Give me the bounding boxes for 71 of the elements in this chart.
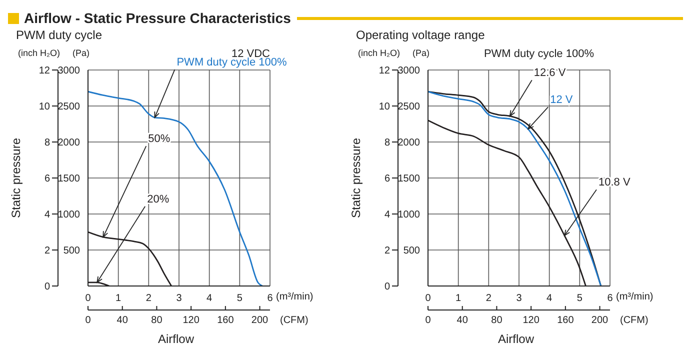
y-tick-label: 8 <box>384 138 390 149</box>
text: 12 V <box>550 94 574 106</box>
y2-tick-label: 2500 <box>398 102 420 113</box>
y-tick-label: 8 <box>44 138 50 149</box>
x2-tick-label: 0 <box>85 315 92 326</box>
y2-axis-title: (Pa) <box>412 48 430 58</box>
x2-tick-label: 200 <box>591 315 609 326</box>
y2-tick-label: 1000 <box>58 210 80 221</box>
x-tick-label: 4 <box>206 293 213 304</box>
y2-tick-label: 3000 <box>398 66 420 77</box>
x2-tick-label: 120 <box>182 315 200 326</box>
x-tick-label: 5 <box>576 293 583 304</box>
x2-axis-title: (CFM) <box>620 315 648 326</box>
y-tick-label: 12 <box>38 66 50 77</box>
y-tick-label: 12 <box>378 66 390 77</box>
y2-tick-label: 1000 <box>398 210 420 221</box>
y2-tick-label: 2000 <box>58 138 80 149</box>
text: (m³/min) <box>276 292 314 303</box>
x-tick-label: 2 <box>486 293 492 304</box>
x-axis-title: Airflow <box>157 332 196 346</box>
y-axis-title: Static pressure <box>349 138 364 218</box>
y2-tick-label: 500 <box>63 246 80 257</box>
x-tick-label: 0 <box>85 293 92 304</box>
y-axis-title: Static pressure <box>9 138 24 218</box>
y-tick-label: 2 <box>384 246 390 257</box>
x-tick-label: 0 <box>425 293 432 304</box>
y-tick-label: 4 <box>44 210 50 221</box>
x2-tick-label: 120 <box>522 315 540 326</box>
y-tick-label: 6 <box>384 174 390 185</box>
line-series <box>88 90 264 286</box>
x-tick-label: 2 <box>146 293 152 304</box>
x2-tick-label: 160 <box>217 315 234 326</box>
y2-tick-label: 1500 <box>398 174 420 185</box>
x2-tick-label: 0 <box>425 315 432 326</box>
y2-tick-label: 500 <box>403 246 420 257</box>
text: PWM duty cycle 100% <box>176 56 287 69</box>
x-tick-label: 3 <box>516 293 522 304</box>
y-tick-label: 10 <box>38 102 50 113</box>
text: (m³/min) <box>616 292 654 303</box>
x-axis-title: Airflow <box>497 332 536 346</box>
y2-tick-label: 3000 <box>58 66 80 77</box>
x-tick-label: 6 <box>267 293 274 304</box>
x2-tick-label: 80 <box>491 315 503 326</box>
x-tick-label: 3 <box>176 293 182 304</box>
x-tick-label: 6 <box>607 293 614 304</box>
text: (inch H₂O) <box>358 48 400 58</box>
x2-tick-label: 160 <box>557 315 574 326</box>
y-tick-label: 6 <box>44 174 50 185</box>
y2-tick-label: 1500 <box>58 174 80 185</box>
chart-title: Airflow - Static Pressure Characteristics <box>24 10 291 26</box>
text: PWM duty cycle 100% <box>484 48 594 60</box>
x2-tick-label: 80 <box>151 315 163 326</box>
y-tick-label: 2 <box>44 246 50 257</box>
x2-tick-label: 200 <box>251 315 269 326</box>
x2-axis-title: (CFM) <box>280 315 308 326</box>
chart-subtitle: PWM duty cycle <box>16 28 104 44</box>
x-tick-label: 1 <box>456 293 462 304</box>
x-tick-label: 1 <box>116 293 122 304</box>
y2-tick-label: 2000 <box>398 138 420 149</box>
text: (inch H₂O) <box>18 48 60 58</box>
x-tick-label: 5 <box>236 293 243 304</box>
y-tick-label: 0 <box>44 282 50 293</box>
x2-tick-label: 40 <box>116 315 128 326</box>
chart-title: Operating voltage range <box>356 28 486 44</box>
y-tick-label: 0 <box>384 282 390 293</box>
y2-tick-label: 2500 <box>58 102 80 113</box>
x-tick-label: 4 <box>546 293 553 304</box>
x2-tick-label: 40 <box>456 315 468 326</box>
y-tick-label: 4 <box>384 210 390 221</box>
y-tick-label: 10 <box>378 102 390 113</box>
y2-axis-title: (Pa) <box>72 48 90 58</box>
